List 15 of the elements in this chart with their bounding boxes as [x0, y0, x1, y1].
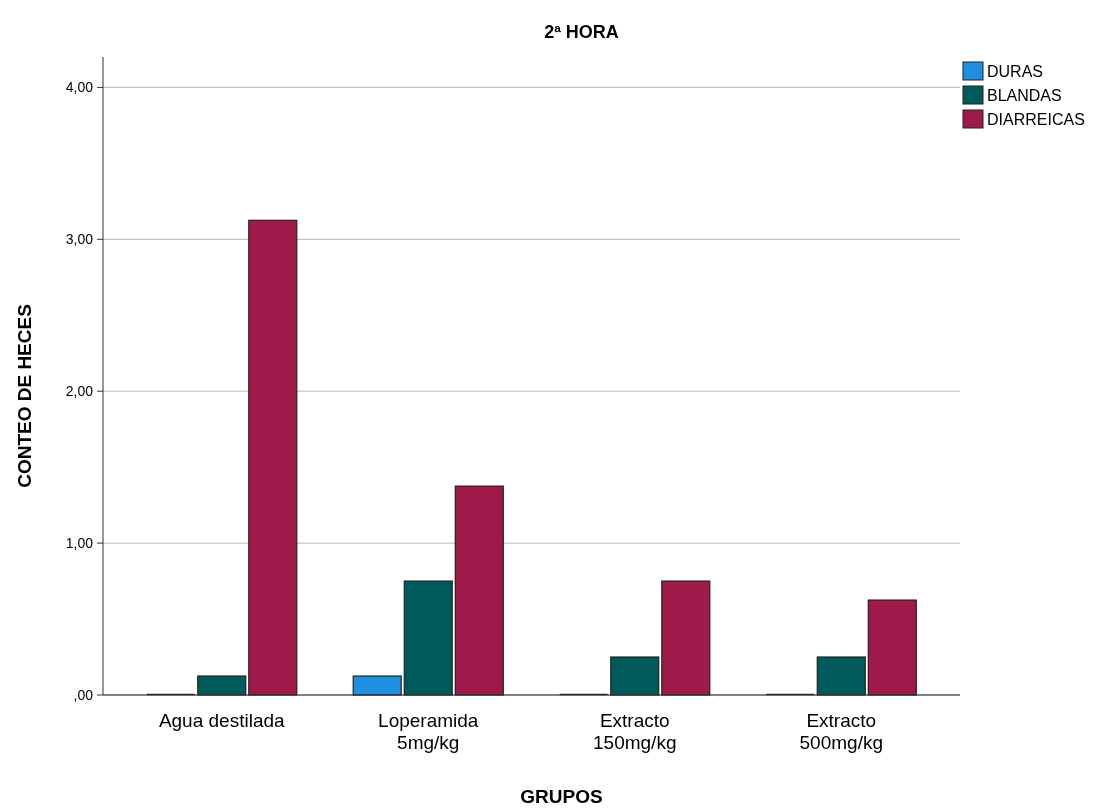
chart-title: 2ª HORA — [544, 22, 619, 42]
x-tick-label: Extracto 150mg/kg — [593, 710, 677, 753]
y-tick-label: 3,00 — [65, 231, 94, 248]
x-tick-label: Loperamida 5mg/kg — [378, 710, 479, 753]
legend-label: DIARREICAS — [987, 110, 1085, 128]
y-axis-title: CONTEO DE HECES — [14, 304, 35, 488]
y-tick-label: 4,00 — [65, 79, 94, 96]
legend-label: BLANDAS — [987, 86, 1062, 104]
x-tick-label: Agua destilada — [158, 710, 286, 731]
x-tick-label: Extracto 500mg/kg — [799, 710, 883, 753]
legend-label: DURAS — [987, 62, 1044, 80]
x-axis-title: GRUPOS — [520, 786, 603, 807]
y-tick-label: 1,00 — [65, 535, 94, 551]
y-tick-label: ,00 — [73, 686, 94, 703]
y-tick-label: 2,00 — [65, 383, 94, 400]
